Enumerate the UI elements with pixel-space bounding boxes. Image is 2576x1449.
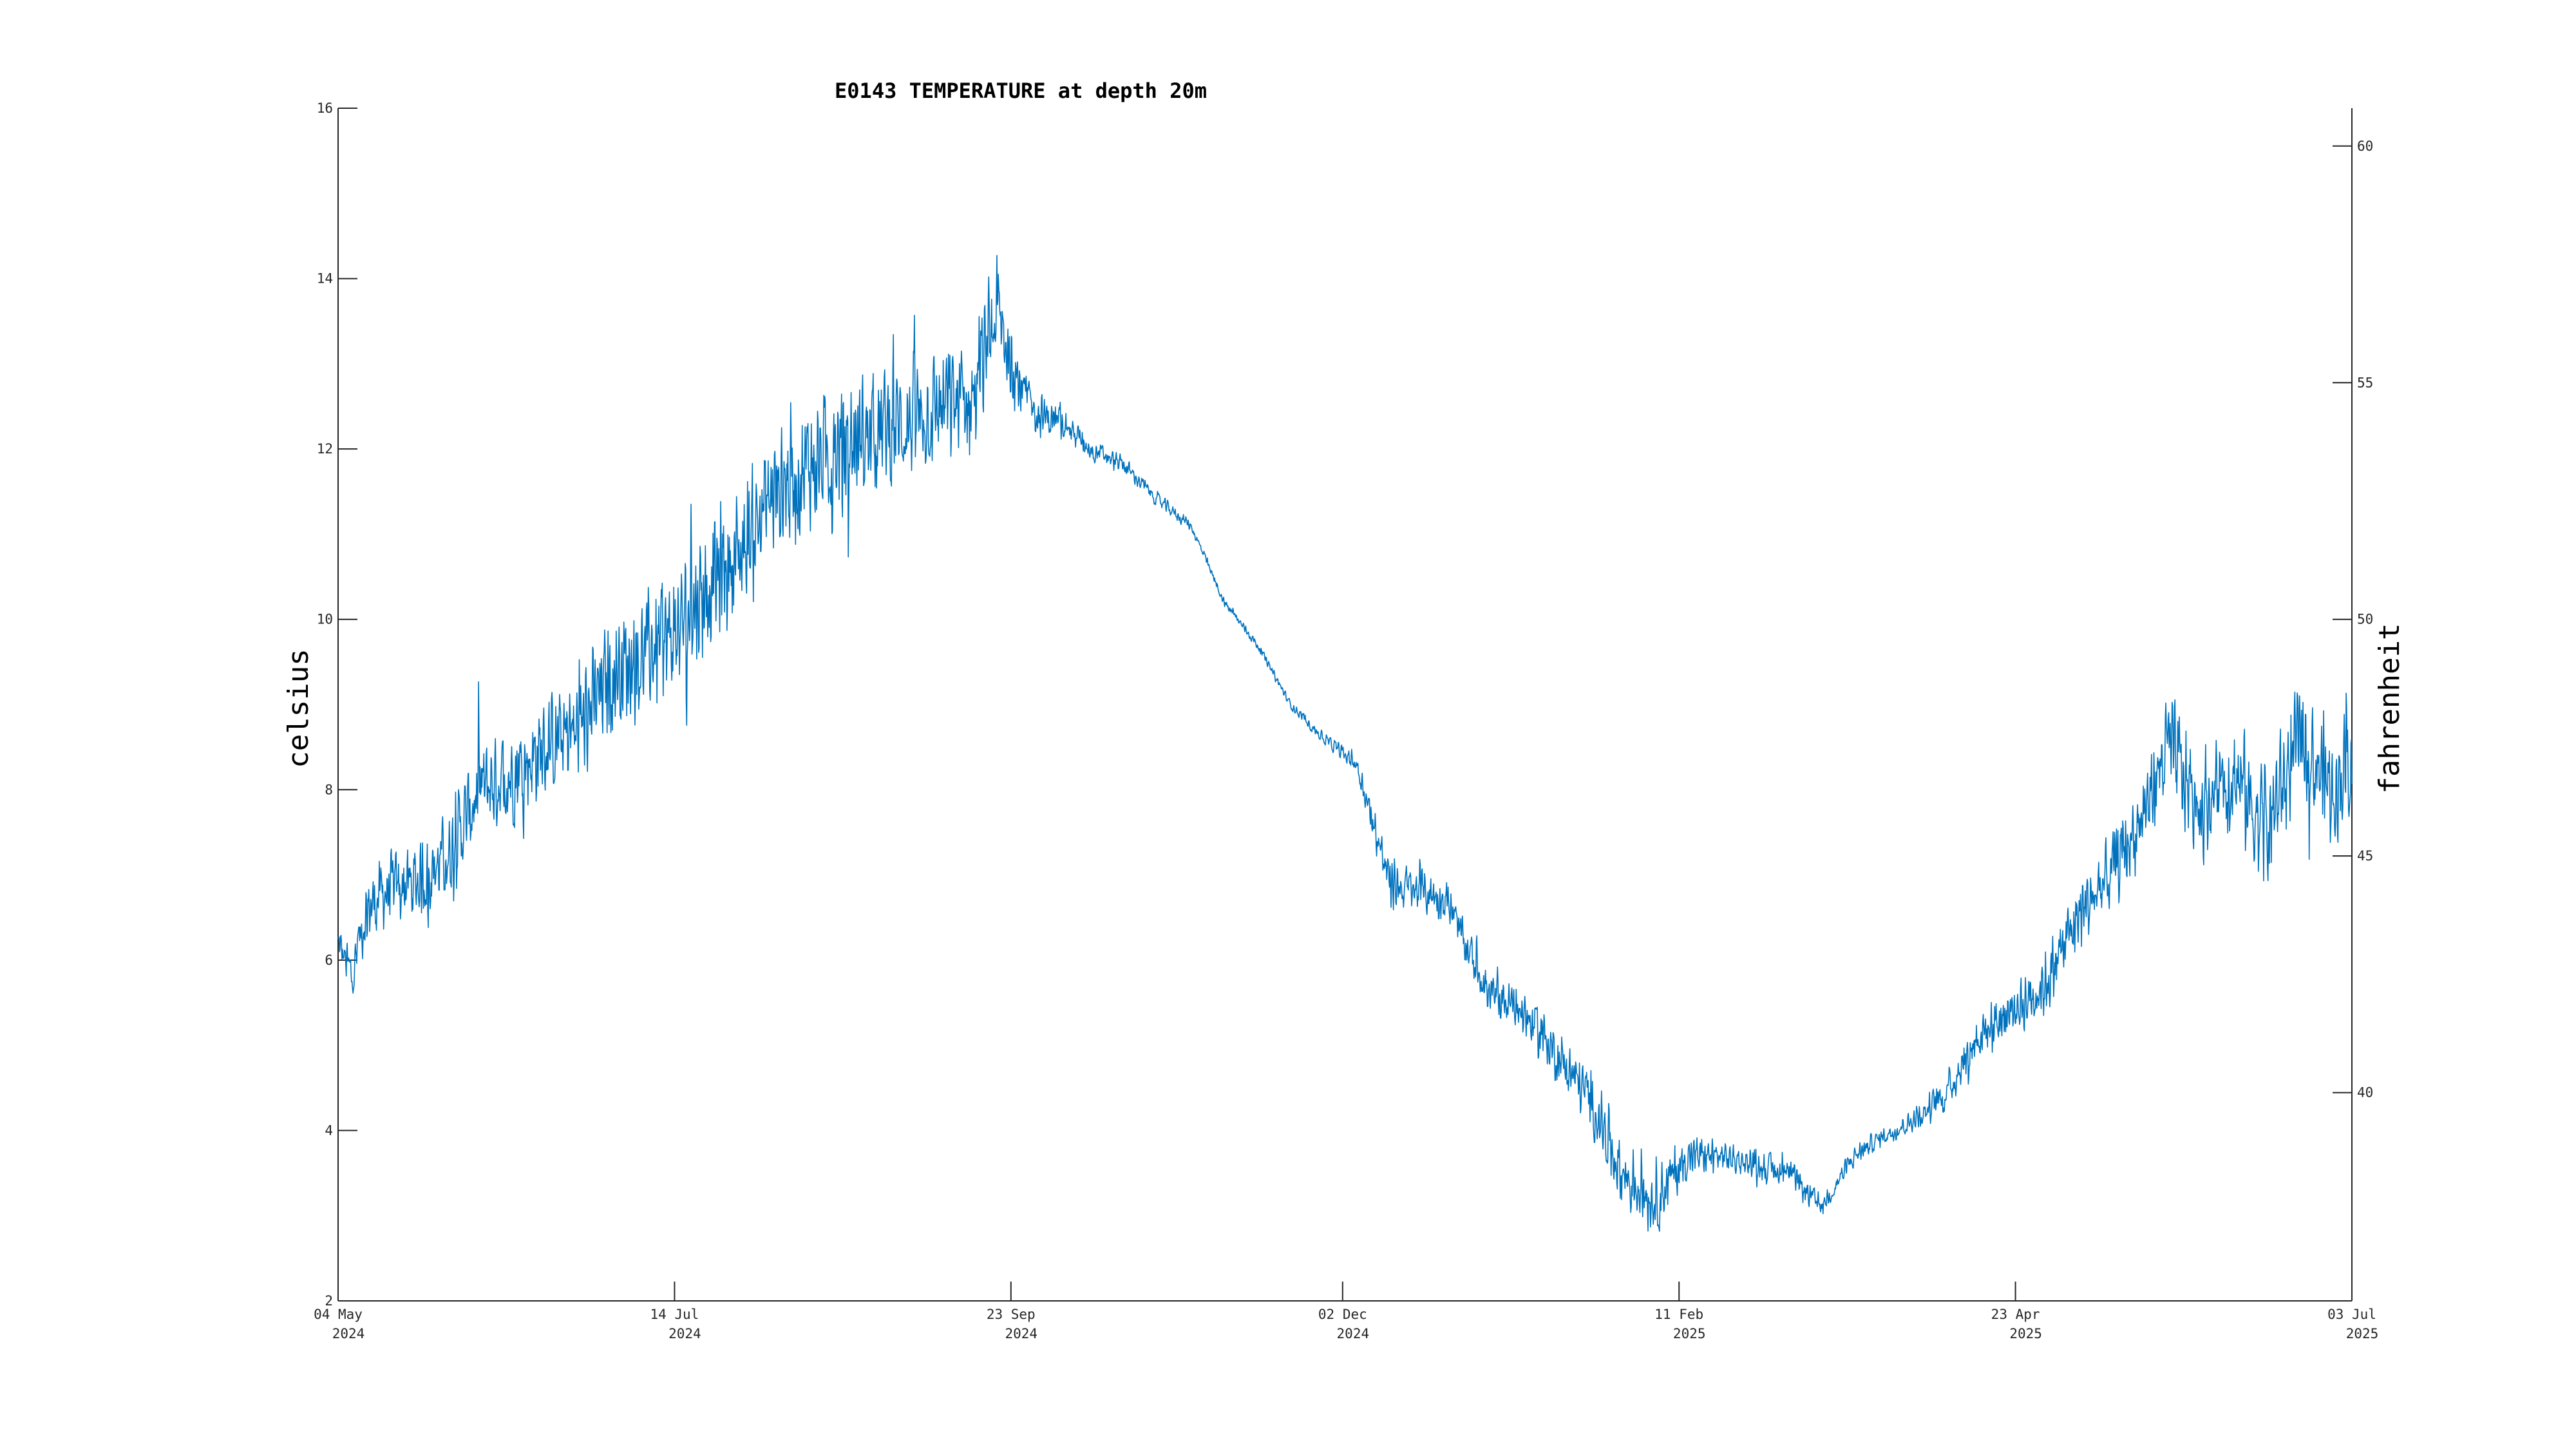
chart-title: E0143 TEMPERATURE at depth 20m (835, 79, 1207, 103)
y-tick-label-left: 16 (317, 100, 333, 116)
y-tick-label-left: 2 (325, 1293, 333, 1309)
x-tick-label-year: 2024 (1337, 1326, 1370, 1341)
axes: 2 4 6 8 10 12 14 16 40 45 50 55 60 04 May 2024 14 Jul 20… (314, 100, 2378, 1341)
y-tick-label-left: 10 (317, 612, 333, 627)
x-tick-label-year: 2025 (2009, 1326, 2042, 1341)
x-tick-label-day: 02 Dec (1318, 1307, 1367, 1322)
y-axis-title-right: fahrenheit (2373, 623, 2406, 794)
y-tick-label-right: 45 (2357, 848, 2373, 864)
y-tick-label-right: 55 (2357, 375, 2373, 390)
x-tick-label-year: 2025 (1673, 1326, 1706, 1341)
series-line-0 (337, 254, 2353, 1232)
y-tick-label-left: 4 (325, 1122, 333, 1138)
y-tick-label-left: 8 (325, 782, 333, 797)
y-tick-label-left: 6 (325, 952, 333, 968)
y-tick-label-right: 40 (2357, 1085, 2373, 1101)
x-tick-label-day: 14 Jul (650, 1307, 699, 1322)
x-tick-label-day: 04 May (314, 1307, 363, 1322)
x-tick-label-year: 2024 (668, 1326, 701, 1341)
x-tick-label-day: 03 Jul (2327, 1307, 2376, 1322)
series-layer (337, 254, 2353, 1232)
y-tick-label-right: 50 (2357, 612, 2373, 627)
x-tick-label-year: 2025 (2346, 1326, 2379, 1341)
x-tick-label-day: 11 Feb (1654, 1307, 1703, 1322)
x-tick-label-year: 2024 (332, 1326, 365, 1341)
x-tick-label-year: 2024 (1005, 1326, 1037, 1341)
y-tick-label-right: 60 (2357, 138, 2373, 154)
x-tick-label-day: 23 Sep (987, 1307, 1036, 1322)
y-tick-label-left: 14 (317, 271, 333, 287)
x-tick-label-day: 23 Apr (1991, 1307, 2040, 1322)
y-axis-title-left: celsius (282, 649, 315, 768)
y-tick-label-left: 12 (317, 441, 333, 457)
